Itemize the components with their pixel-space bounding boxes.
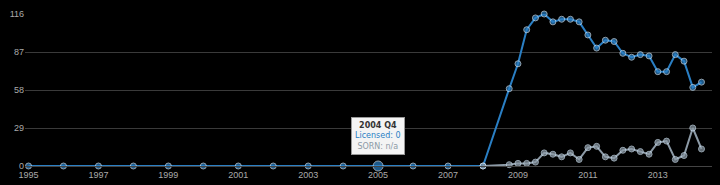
svg-text:2004 Q4Licensed: 0SORN: n/a: 2004 Q4Licensed: 0SORN: n/a: [355, 121, 401, 151]
svg-text:87: 87: [14, 47, 24, 57]
svg-text:2007: 2007: [438, 170, 458, 180]
svg-text:1997: 1997: [88, 170, 108, 180]
svg-text:2013: 2013: [648, 170, 668, 180]
svg-text:116: 116: [10, 9, 24, 19]
svg-text:2005: 2005: [368, 170, 388, 180]
svg-text:29: 29: [14, 123, 24, 133]
svg-text:1999: 1999: [158, 170, 178, 180]
svg-text:0: 0: [19, 161, 24, 171]
svg-text:2009: 2009: [508, 170, 528, 180]
svg-text:2003: 2003: [298, 170, 318, 180]
svg-text:1995: 1995: [18, 170, 38, 180]
svg-text:2001: 2001: [228, 170, 248, 180]
svg-text:2011: 2011: [578, 170, 597, 180]
svg-text:58: 58: [14, 85, 24, 95]
